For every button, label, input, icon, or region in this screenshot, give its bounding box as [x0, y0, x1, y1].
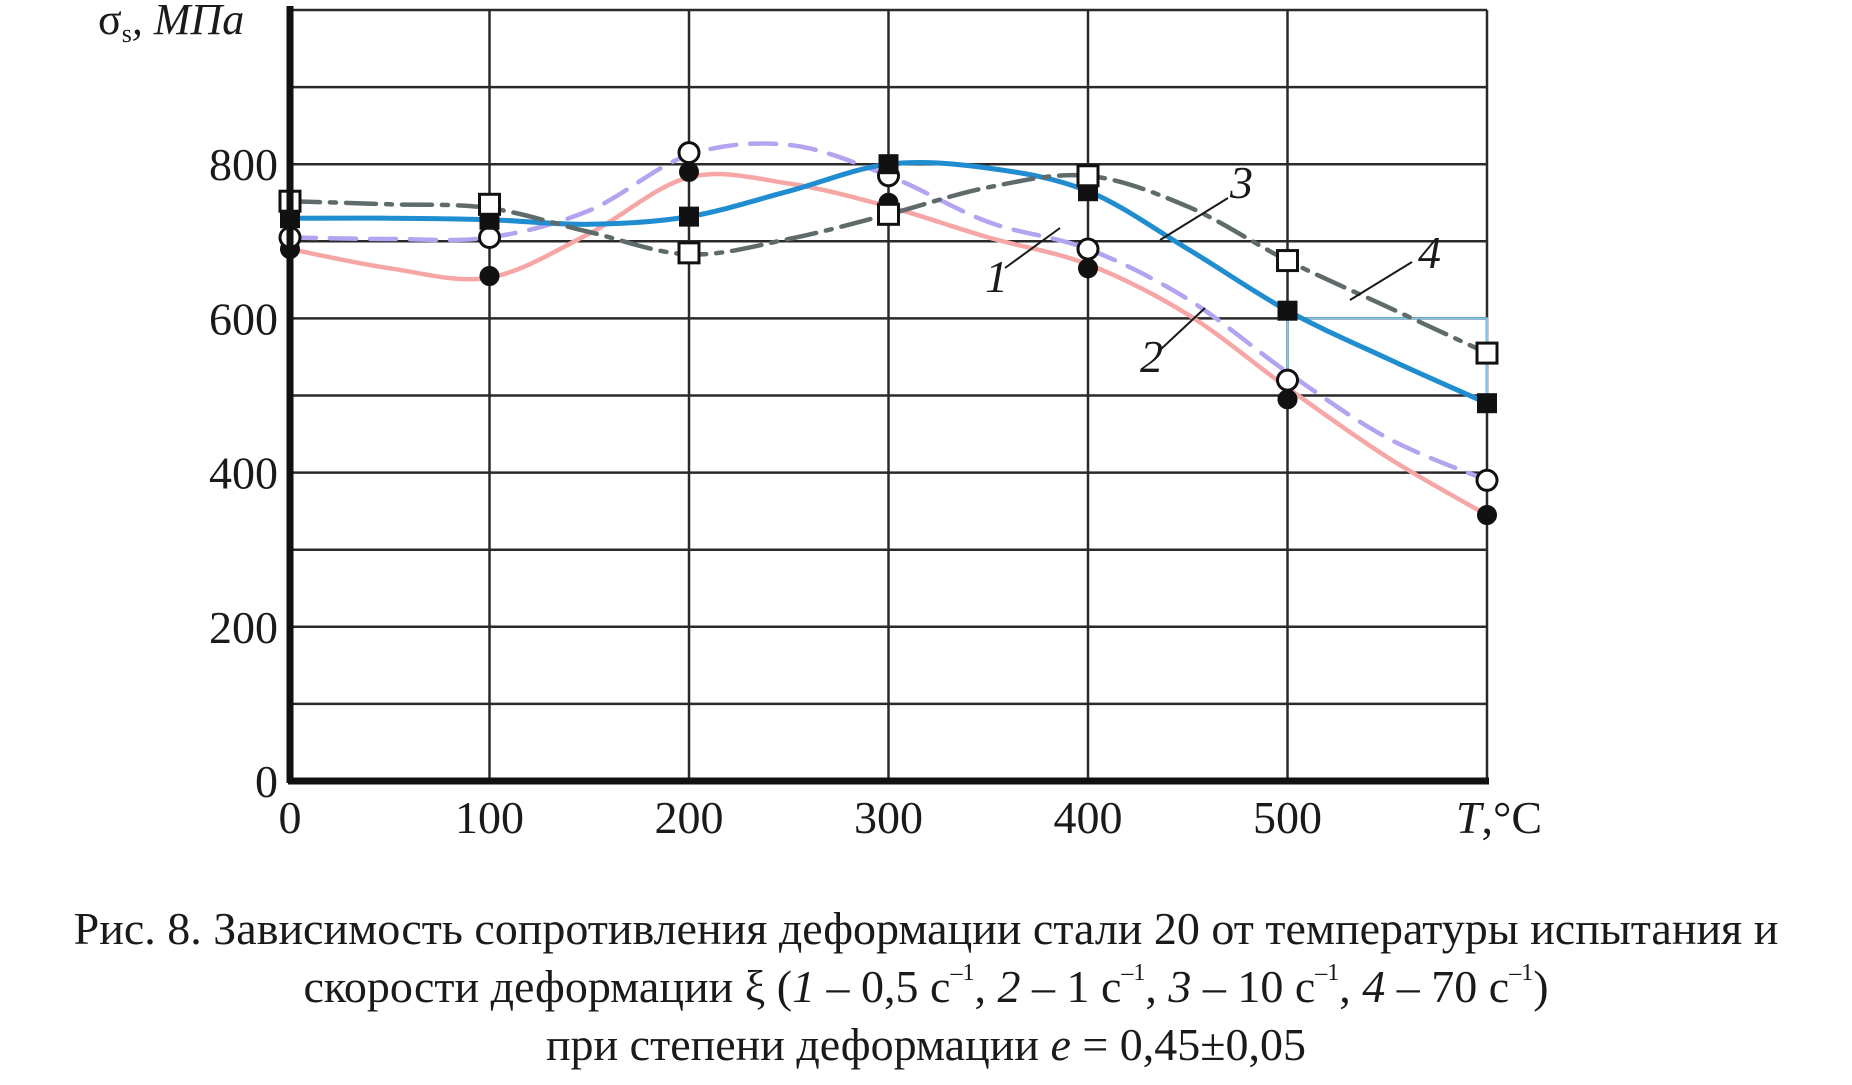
caption-line-2: скорости деформации ξ (1 – 0,5 с–1, 2 – …: [0, 958, 1852, 1016]
caption-line-1: Рис. 8. Зависимость сопротивления деформ…: [73, 903, 1779, 954]
x-tick-label: 400: [1054, 792, 1123, 843]
caption-exponent: –1: [1121, 960, 1146, 986]
caption-exponent: –1: [1509, 960, 1534, 986]
data-point: [1475, 468, 1499, 492]
series-4: [278, 164, 1499, 365]
caption-text: ): [1533, 961, 1549, 1012]
y-tick-label: 600: [209, 293, 278, 344]
data-point: [1078, 258, 1098, 279]
data-point: [1276, 368, 1299, 392]
data-point: [478, 192, 501, 216]
data-point: [878, 154, 899, 175]
x-tick-label: 0: [279, 792, 302, 843]
caption-exponent: –1: [950, 960, 975, 986]
x-tick-label: 300: [854, 792, 923, 843]
series-layer: [278, 141, 1499, 526]
y-tick-label: 0: [255, 756, 278, 807]
annotation-leader: [1159, 197, 1229, 241]
curve-annotation: 4: [1418, 227, 1441, 278]
data-point: [1277, 389, 1298, 410]
y-tick-label: 800: [209, 139, 278, 190]
data-point: [679, 161, 699, 182]
figure-caption: Рис. 8. Зависимость сопротивления деформ…: [0, 900, 1852, 1074]
caption-text: – 0,5 с: [815, 961, 951, 1012]
caption-text: ,: [1145, 961, 1169, 1012]
caption-variable: e: [1050, 1019, 1071, 1070]
y-tick-label: 400: [209, 448, 278, 499]
caption-text: – 1 с: [1020, 961, 1122, 1012]
curve-annotation: 1: [985, 251, 1008, 302]
annotation-leader: [1159, 307, 1206, 351]
caption-text: скорости деформации ξ (: [303, 961, 793, 1012]
data-point: [1277, 300, 1298, 321]
caption-line-3: при степени деформации e = 0,45±0,05: [0, 1016, 1852, 1074]
x-tick-label: 500: [1253, 792, 1322, 843]
x-axis-label: T,°C: [1456, 792, 1542, 843]
caption-series-number: 4: [1362, 961, 1386, 1012]
data-point: [1076, 237, 1100, 261]
x-tick-label: 200: [655, 792, 724, 843]
caption-text: ,: [974, 961, 998, 1012]
data-point: [1477, 505, 1497, 526]
data-point: [677, 241, 701, 265]
caption-series-number: 3: [1168, 961, 1192, 1012]
data-point: [1475, 341, 1499, 365]
curve-annotation: 3: [1229, 157, 1253, 208]
data-point: [1477, 393, 1497, 414]
data-point: [479, 265, 500, 286]
caption-series-number: 1: [792, 961, 816, 1012]
data-point: [1076, 164, 1100, 188]
chart-axes: [286, 6, 1489, 785]
caption-text: ,: [1339, 961, 1363, 1012]
data-point: [679, 206, 699, 227]
annotation-leader: [1349, 261, 1413, 301]
chart-labels: 0 100 200 300 400 500 0 200 400 600 800 T,°C σs, МПа…: [98, 0, 1542, 843]
caption-text: – 10 с: [1191, 961, 1316, 1012]
data-point: [1276, 249, 1299, 273]
caption-text: при степени деформации: [545, 1019, 1051, 1070]
data-point: [478, 225, 501, 249]
y-tick-label: 200: [209, 602, 278, 653]
data-point: [877, 202, 900, 226]
caption-exponent: –1: [1315, 960, 1340, 986]
curve-annotation: 2: [1140, 331, 1163, 382]
y-axis-label: σs, МПа: [98, 0, 244, 48]
helper-line: [1287, 317, 1488, 404]
data-point: [677, 141, 701, 165]
annotation-leader: [1004, 227, 1061, 269]
caption-series-number: 2: [997, 961, 1021, 1012]
chart: 0 100 200 300 400 500 0 200 400 600 800 T,°C σs, МПа…: [98, 0, 1542, 843]
caption-text: – 70 с: [1385, 961, 1510, 1012]
caption-text: = 0,45±0,05: [1070, 1019, 1307, 1070]
chart-grid: [290, 8, 1489, 781]
x-tick-label: 100: [455, 792, 524, 843]
